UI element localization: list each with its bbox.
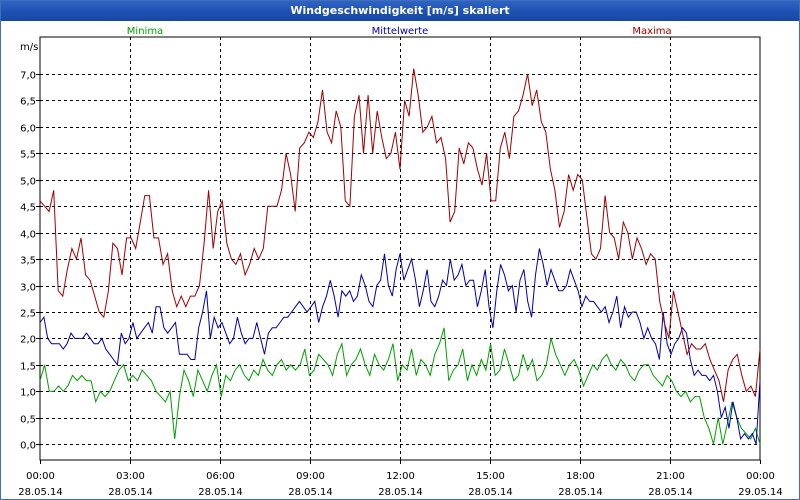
legend-minima: Minima: [127, 26, 163, 37]
x-tick-time: 12:00: [386, 471, 415, 482]
y-tick-label: 3,0: [20, 283, 36, 294]
x-tick-date: 29.05.14: [738, 487, 783, 498]
y-tick-label: 5,5: [20, 150, 36, 161]
legend-maxima: Maxima: [632, 26, 671, 37]
y-tick-label: 4,5: [20, 203, 36, 214]
y-tick-label: 0,0: [20, 441, 36, 452]
x-tick-time: 06:00: [206, 471, 235, 482]
y-axis-label: m/s: [20, 42, 38, 53]
x-tick-time: 18:00: [566, 471, 595, 482]
x-tick-date: 28.05.14: [648, 487, 693, 498]
y-tick-label: 2,5: [20, 309, 36, 320]
y-axis: 0,0 0,5 1,0 1,5 2,0 2,5 3,0 3,5 4,0 4,5 5,0 5,5 6,0 6…: [20, 71, 40, 452]
x-tick-date: 28.05.14: [288, 487, 333, 498]
x-tick-time: 15:00: [476, 471, 505, 482]
x-tick-date: 28.05.14: [558, 487, 603, 498]
y-tick-label: 6,5: [20, 97, 36, 108]
series-line-maxima: [39, 68, 761, 402]
x-tick-date: 28.05.14: [18, 487, 63, 498]
series-line-minima: [39, 327, 761, 445]
x-tick-date: 28.05.14: [378, 487, 423, 498]
y-tick-label: 0,5: [20, 415, 36, 426]
legend: Minima Mittelwerte Maxima: [127, 26, 672, 37]
y-tick-label: 2,0: [20, 335, 36, 346]
series-group: [39, 68, 761, 445]
x-tick-time: 00:00: [26, 471, 55, 482]
legend-mittelwerte: Mittelwerte: [372, 26, 429, 37]
x-tick-date: 28.05.14: [108, 487, 153, 498]
x-tick-date: 28.05.14: [198, 487, 243, 498]
y-tick-label: 6,0: [20, 124, 36, 135]
x-tick-date: 28.05.14: [468, 487, 513, 498]
y-tick-label: 7,0: [20, 71, 36, 82]
x-tick-time: 03:00: [116, 471, 145, 482]
y-tick-label: 5,0: [20, 177, 36, 188]
x-tick-time: 00:00: [746, 471, 775, 482]
y-tick-label: 1,5: [20, 362, 36, 373]
x-tick-time: 21:00: [656, 471, 685, 482]
y-tick-label: 3,5: [20, 256, 36, 267]
series-line-mittelwerte: [39, 248, 761, 445]
x-axis: 00:00 28.05.14 03:00 28.05.14 06:00 28.05.14 0…: [18, 460, 783, 498]
x-tick-time: 09:00: [296, 471, 325, 482]
y-tick-label: 1,0: [20, 388, 36, 399]
chart-title: Windgeschwindigkeit [m/s] skaliert: [1, 1, 799, 21]
grid: [40, 37, 760, 460]
y-tick-label: 4,0: [20, 230, 36, 241]
